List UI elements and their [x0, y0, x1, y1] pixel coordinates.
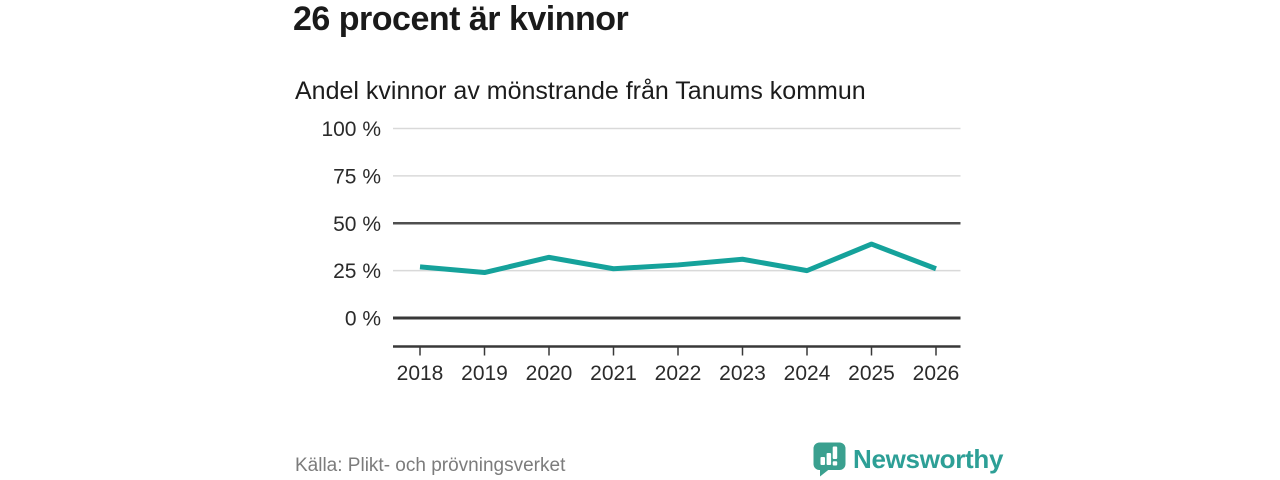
x-axis-label-2022: 2022 — [655, 362, 702, 385]
y-axis-label-0: 0 % — [345, 308, 381, 331]
y-axis-label-100: 100 % — [321, 118, 381, 141]
data-line-share-of-women — [419, 241, 937, 276]
x-axis-label-2026: 2026 — [913, 362, 960, 385]
x-axis-label-2024: 2024 — [784, 362, 831, 385]
x-axis-label-2021: 2021 — [590, 362, 637, 385]
source-note: Källa: Plikt- och prövningsverket — [295, 455, 566, 476]
x-axis-label-2019: 2019 — [461, 362, 508, 385]
newsworthy-wordmark: Newsworthy — [853, 444, 1004, 474]
chart-subtitle: Andel kvinnor av mönstrande från Tanums … — [295, 77, 866, 105]
chart-title: 26 procent är kvinnor — [293, 0, 629, 38]
y-axis-label-75: 75 % — [333, 165, 381, 188]
newsworthy-logo-icon — [813, 442, 846, 477]
newsworthy-logo: Newsworthy — [813, 442, 1003, 477]
y-axis-label-50: 50 % — [333, 213, 381, 236]
x-axis-label-2025: 2025 — [848, 362, 895, 385]
y-axis-label-25: 25 % — [333, 260, 381, 283]
x-axis-label-2020: 2020 — [526, 362, 573, 385]
x-axis-label-2023: 2023 — [719, 362, 766, 385]
x-axis-label-2018: 2018 — [397, 362, 444, 385]
